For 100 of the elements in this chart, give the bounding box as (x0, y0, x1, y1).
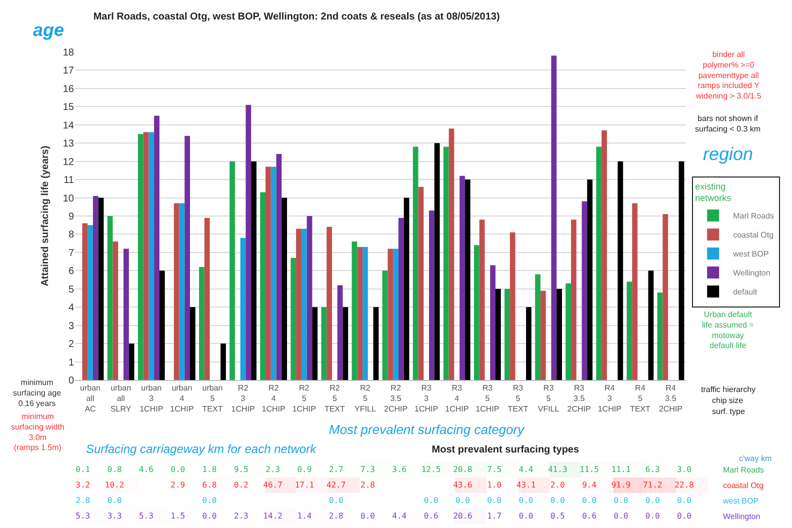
data-label: 11.1 (611, 464, 631, 474)
text: Most prevalent surfacing category (329, 422, 526, 437)
y-tick-label: 6 (68, 266, 74, 278)
data-label: 2.8 (328, 511, 344, 520)
y-tick-label: 7 (68, 248, 74, 259)
x-tick-label: R2 4 1CHIP (262, 384, 286, 414)
data-label: 1.4 (297, 511, 312, 520)
x-tick-label: R3 5 TEXT (508, 384, 528, 414)
data-label: 7.3 (360, 464, 376, 474)
text: binder all polymer% >=0 pavementtype all ramps included Y widening > 3.0/1.5 (695, 50, 762, 101)
data-label: 0.0 (614, 496, 628, 505)
y-tick-label: coastal Otg (723, 481, 764, 490)
data-label: 0.0 (360, 511, 376, 520)
x-tick-label: urban 3 1CHIP (140, 384, 164, 414)
y-tick-label: 2 (68, 339, 74, 350)
data-label: 71.2 (642, 480, 662, 490)
y-tick-label: 5 (68, 284, 74, 296)
x-tick-label: urban all SLRY (110, 384, 132, 414)
data-label: 0.0 (645, 511, 660, 520)
data-label: 6.8 (202, 480, 217, 490)
legend-label: Wellington (733, 268, 770, 278)
y-tick-label: 10 (62, 193, 74, 204)
data-label: 0.0 (170, 464, 186, 474)
data-label: 3.3 (107, 511, 122, 520)
data-label: 0.0 (455, 496, 470, 505)
data-label: 0.2 (234, 480, 249, 490)
data-label: 0.6 (424, 511, 438, 520)
y-tick-label: 18 (62, 48, 74, 58)
data-label: 0.8 (107, 464, 122, 474)
data-label: 42.7 (326, 480, 346, 490)
data-label: 0.9 (297, 464, 312, 474)
data-label: 0.1 (76, 464, 90, 474)
data-label: 3.6 (392, 464, 407, 474)
data-label: 0.0 (614, 511, 628, 520)
data-label: 4.4 (392, 511, 407, 520)
x-tick-label: R4 3.5 2CHIP (658, 384, 683, 414)
data-label: 46.7 (263, 480, 283, 490)
data-label: 14.2 (263, 511, 283, 520)
data-label: 2.7 (328, 464, 344, 474)
data-label: 4.4 (518, 464, 534, 474)
text: Urban default life assumed = motoway default life (702, 310, 754, 350)
legend-label: Marl Roads (733, 212, 774, 221)
data-label: 4.6 (138, 464, 154, 474)
y-tick-label: Wellington (723, 512, 760, 522)
y-tick-label: 12 (62, 156, 74, 168)
data-label: 0.5 (550, 511, 566, 520)
data-label: 0.0 (202, 496, 217, 505)
y-tick-label: 13 (62, 138, 74, 150)
data-label: 43.1 (516, 480, 536, 490)
y-axis-title: Attained surfacing life (years) (40, 146, 51, 286)
data-label: 1.8 (202, 464, 217, 474)
legend-label: default (733, 288, 758, 297)
data-label: 9.4 (582, 480, 597, 490)
data-label: 20.8 (453, 464, 473, 474)
data-label: 0.0 (677, 496, 692, 505)
data-label: 0.0 (328, 496, 344, 505)
x-tick-label: R3 4 1CHIP (445, 384, 469, 414)
x-tick-label: R4 5 TEXT (630, 384, 650, 414)
data-label: 3.0 (677, 464, 692, 474)
y-tick-label: 11 (64, 175, 74, 186)
y-tick-label: 8 (68, 230, 74, 241)
data-label: 43.6 (453, 480, 473, 490)
y-tick-label: 15 (62, 102, 74, 114)
data-label: 7.5 (487, 464, 502, 474)
data-label: 10.2 (104, 480, 124, 490)
data-label: 0.0 (518, 496, 534, 505)
y-tick-label: Marl Roads (723, 466, 764, 475)
data-label: 5.3 (138, 511, 154, 520)
x-tick-label: R3 5 VFILL (538, 384, 560, 414)
text: minimum surfacing age 0.16 years (13, 378, 62, 408)
x-tick-label: urban all AC (80, 384, 101, 414)
text: traffic hierarchy (701, 385, 756, 394)
data-label: 11.5 (580, 464, 600, 474)
data-label: 0.0 (518, 511, 534, 520)
y-tick-label: 17 (62, 66, 74, 77)
text: chip size (712, 396, 744, 405)
data-label: 2.9 (170, 480, 186, 490)
data-label: 0.6 (582, 511, 597, 520)
legend-title: existing networks (695, 181, 732, 204)
data-label: 2.8 (360, 480, 376, 490)
x-tick-label: R3 5 1CHIP (476, 384, 500, 414)
text: age (33, 20, 64, 40)
y-tick-label: west BOP (722, 496, 759, 506)
text: c'way km (739, 454, 772, 463)
data-label: 0.0 (424, 496, 438, 505)
data-label: 2.3 (266, 464, 280, 474)
y-tick-label: 3 (68, 320, 74, 332)
data-label: 0.0 (107, 496, 122, 505)
y-tick-label: 9 (68, 212, 74, 222)
x-tick-label: R2 5 TEXT (324, 384, 346, 414)
data-label: 17.1 (294, 480, 314, 490)
data-label: 0.0 (202, 511, 217, 520)
y-tick-label: 4 (68, 302, 74, 314)
data-label: 20.6 (453, 511, 473, 520)
y-tick-label: 0 (68, 376, 74, 386)
data-label: 0.0 (645, 496, 660, 505)
data-label: 0.0 (677, 511, 692, 520)
x-tick-label: R2 5 1CHIP (292, 384, 316, 414)
data-label: 6.3 (645, 464, 660, 474)
x-tick-label: urban 5 TEXT (202, 384, 223, 414)
